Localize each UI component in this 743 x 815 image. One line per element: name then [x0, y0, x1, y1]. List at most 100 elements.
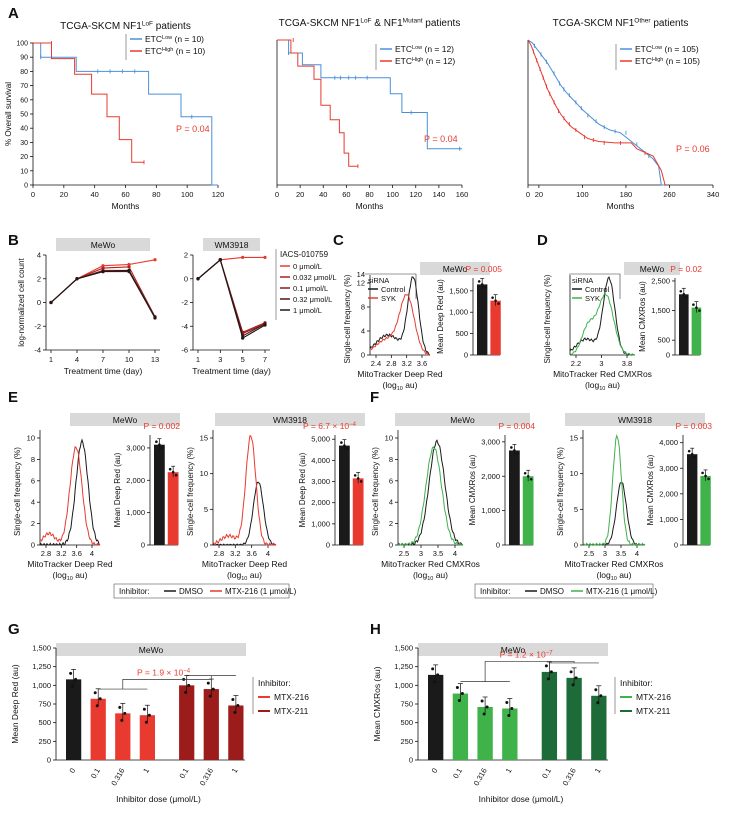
E1-header-label: MeWo — [113, 415, 138, 425]
E2-hist-y-tick-label: 5 — [204, 505, 208, 514]
B1-x-tick-label: 1 — [49, 355, 53, 364]
E-inhibitor-legend-box — [113, 583, 290, 599]
B2-legend-label: 0.032 μmol/L — [293, 273, 337, 282]
H-dot — [431, 667, 435, 671]
H-dot — [546, 677, 550, 681]
E1-bar-dot — [171, 470, 175, 474]
G-legend-title: Inhibitor: — [258, 678, 291, 688]
F1-bar-y-tick-label: 0 — [496, 541, 500, 550]
A1-title-part: TCGA-SKCM NF1 — [60, 21, 142, 32]
C-hist-x-tick-label: 3.2 — [401, 359, 411, 368]
E1-hist-x-tick-label: 4 — [90, 549, 94, 558]
H-dot — [594, 688, 598, 692]
B1-x-tick-label: 4 — [75, 355, 79, 364]
F2-bar-y-tick-label: 4,000 — [659, 438, 678, 447]
E1-hist-xlabel2-part: au) — [73, 570, 88, 580]
H-bar-4 — [541, 671, 558, 760]
G-x-tick-label: 0.316 — [198, 767, 215, 788]
G-dot — [118, 705, 122, 709]
C-hist-x-tick-label: 2.8 — [386, 359, 396, 368]
B1-x-tick-label: 10 — [125, 355, 133, 364]
B2-x-tick-label: 7 — [263, 355, 267, 364]
G-dot — [233, 710, 237, 714]
B1-point — [101, 264, 105, 268]
E1-hist-curve-0 — [39, 438, 101, 546]
A1-y-tick-label: 100 — [16, 41, 28, 48]
H-xlabel: Inhibitor dose (μmol/L) — [479, 794, 564, 804]
panel-letter-B: B — [8, 232, 19, 249]
A1-y-tick-label: 10 — [20, 168, 28, 175]
B2-legend-title: IACS-010759 — [280, 250, 329, 259]
B2-y-tick-label: -2 — [181, 298, 188, 307]
C-bar-dot — [497, 302, 500, 305]
B1-y-tick-label: 0 — [37, 298, 41, 307]
C-hist-xlabel2-part: 10 — [397, 386, 403, 392]
A2-x-tick-label: 20 — [296, 190, 304, 199]
F-inhibitor-legend-title: Inhibitor: — [480, 587, 511, 596]
D-pvalue: P = 0.02 — [670, 264, 702, 274]
E2-pvalue: P = 6.7 × 10−4 — [303, 421, 357, 431]
F1-bar-dot — [516, 452, 519, 455]
B2-point — [263, 255, 267, 259]
C-hist-xlabel: MitoTracker Deep Red — [357, 369, 442, 379]
A2-x-tick-label: 140 — [433, 190, 446, 199]
E1-hist-xlabel2-part: 10 — [67, 576, 73, 582]
A1-x-tick-label: 80 — [152, 190, 160, 199]
G-bar-4 — [179, 685, 195, 760]
A2-x-tick-label: 100 — [386, 190, 399, 199]
A2-x-tick-label: 120 — [409, 190, 422, 199]
F1-hist-x-tick-label: 3 — [419, 549, 423, 558]
H-legend-label-1: MTX-211 — [636, 706, 671, 716]
A2-title-part: patients — [423, 18, 461, 29]
H-x-tick-label: 0.316 — [561, 767, 578, 788]
F1-header-box — [395, 413, 530, 426]
B2-x-tick-label: 1 — [196, 355, 200, 364]
A3-x-tick-label: 180 — [620, 190, 633, 199]
F1-hist-xlabel2-part: 10 — [427, 576, 433, 582]
H-ylabel: Mean CMXRos (au) — [372, 666, 382, 741]
E1-hist-y-tick-label: 2 — [31, 519, 35, 528]
A3-xlabel: Months — [607, 201, 635, 211]
A1-x-tick-label: 100 — [181, 190, 194, 199]
E2-hist-xlabel2-part: au) — [247, 570, 262, 580]
D-hist-ylabel: Single-cell frequency (%) — [543, 274, 552, 363]
H-y-tick-label: 1,250 — [394, 662, 413, 671]
G-dot — [231, 697, 235, 701]
F2-pvalue: P = 0.003 — [676, 421, 713, 431]
F1-bar-mtx-216 — [522, 476, 534, 545]
H-x-tick-label: 0 — [430, 767, 440, 775]
B1-point — [101, 270, 105, 274]
E2-hist-xlabel: MitoTracker Deep Red — [202, 559, 287, 569]
C-hist-legend-label: Control — [381, 285, 406, 294]
E2-hist-x-tick-label: 2.8 — [214, 549, 224, 558]
F2-hist-curve-1 — [582, 433, 646, 547]
B1-point — [153, 258, 157, 262]
A1-legend-label-high-part: ETC — [145, 46, 162, 56]
E2-bar-ylabel: Mean Deep Red (au) — [298, 452, 307, 527]
B2-point — [263, 323, 267, 327]
G-significance-bracket — [98, 675, 236, 690]
F2-bar-dot — [701, 471, 704, 475]
B1-point — [127, 268, 131, 273]
D-hist-xlabel: MitoTracker Red CMXRos — [553, 369, 652, 379]
G-x-tick-label: 0 — [67, 767, 77, 775]
F2-hist-y-tick-label: 5 — [574, 505, 578, 514]
A1-x-tick-label: 20 — [60, 190, 68, 199]
F2-hist-x-tick-label: 3.5 — [616, 549, 626, 558]
F2-header-label: WM3918 — [618, 415, 652, 425]
E1-hist-y-tick-label: 4 — [31, 498, 35, 507]
A1-y-tick-label: 50 — [20, 112, 28, 119]
F1-hist-xlabel2-part: (log — [413, 570, 427, 580]
E1-bar-mtx-216 — [167, 472, 179, 545]
B1-xlabel: Treatment time (day) — [64, 366, 143, 376]
F1-hist-x-tick-label: 3.5 — [433, 549, 443, 558]
F-inhibitor-legend-label-dmso: DMSO — [540, 587, 564, 596]
C-hist-y-tick-label: 8 — [361, 303, 365, 312]
F1-hist-ylabel: Single-cell frequency (%) — [371, 447, 380, 536]
A1-legend-label-low-part: ETC — [145, 34, 162, 44]
E1-bar-dot — [155, 440, 158, 444]
B2-point — [241, 336, 245, 340]
H-dot — [544, 664, 548, 668]
B1-series-line — [50, 271, 156, 319]
C-bar-syk — [490, 300, 501, 355]
